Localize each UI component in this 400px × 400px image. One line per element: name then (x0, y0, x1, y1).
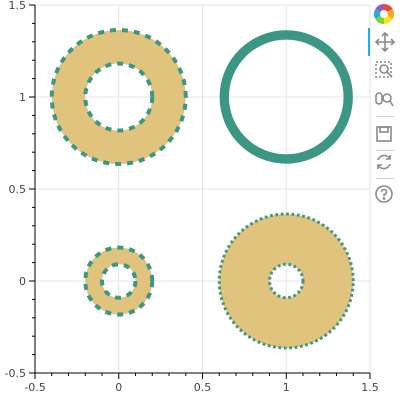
x-tick-label: 0 (115, 381, 122, 394)
y-tick-label: 0 (19, 275, 26, 288)
y-tick-label: 0.5 (9, 183, 27, 196)
wheel-zoom-tool-button[interactable] (368, 86, 400, 114)
box-zoom-tool-button[interactable] (368, 56, 400, 84)
wheel-zoom-tool-icon (375, 92, 394, 107)
annulus-1 (49, 28, 188, 166)
axes: -0.5 0 0.5 1 1.5 -0.5 0 0.5 1 1.5 (5, 0, 379, 394)
x-tick-label: 1 (283, 381, 290, 394)
reset-tool-icon (377, 154, 391, 170)
y-tick-label: 1 (19, 91, 26, 104)
x-tick-label: -0.5 (24, 381, 45, 394)
pan-tool-icon (375, 32, 395, 52)
save-tool-button[interactable] (368, 120, 400, 148)
annulus-4 (217, 212, 355, 350)
y-tick-label: 1.5 (9, 0, 27, 12)
toolbar (368, 0, 400, 400)
annulus-2 (219, 30, 353, 164)
help-tool-button[interactable] (368, 180, 400, 208)
y-tick-label: -0.5 (5, 367, 26, 380)
help-tool-icon (375, 185, 393, 203)
annulus-glyphs (49, 28, 355, 350)
reset-tool-button[interactable] (368, 148, 400, 176)
x-tick-label: 0.5 (194, 381, 212, 394)
box-zoom-tool-icon (375, 61, 393, 78)
save-tool-icon (376, 126, 392, 142)
pan-tool-button[interactable] (368, 28, 400, 56)
bokeh-logo-icon (368, 0, 400, 28)
x-tick-label: 1.5 (361, 381, 379, 394)
annulus-3 (83, 245, 155, 317)
